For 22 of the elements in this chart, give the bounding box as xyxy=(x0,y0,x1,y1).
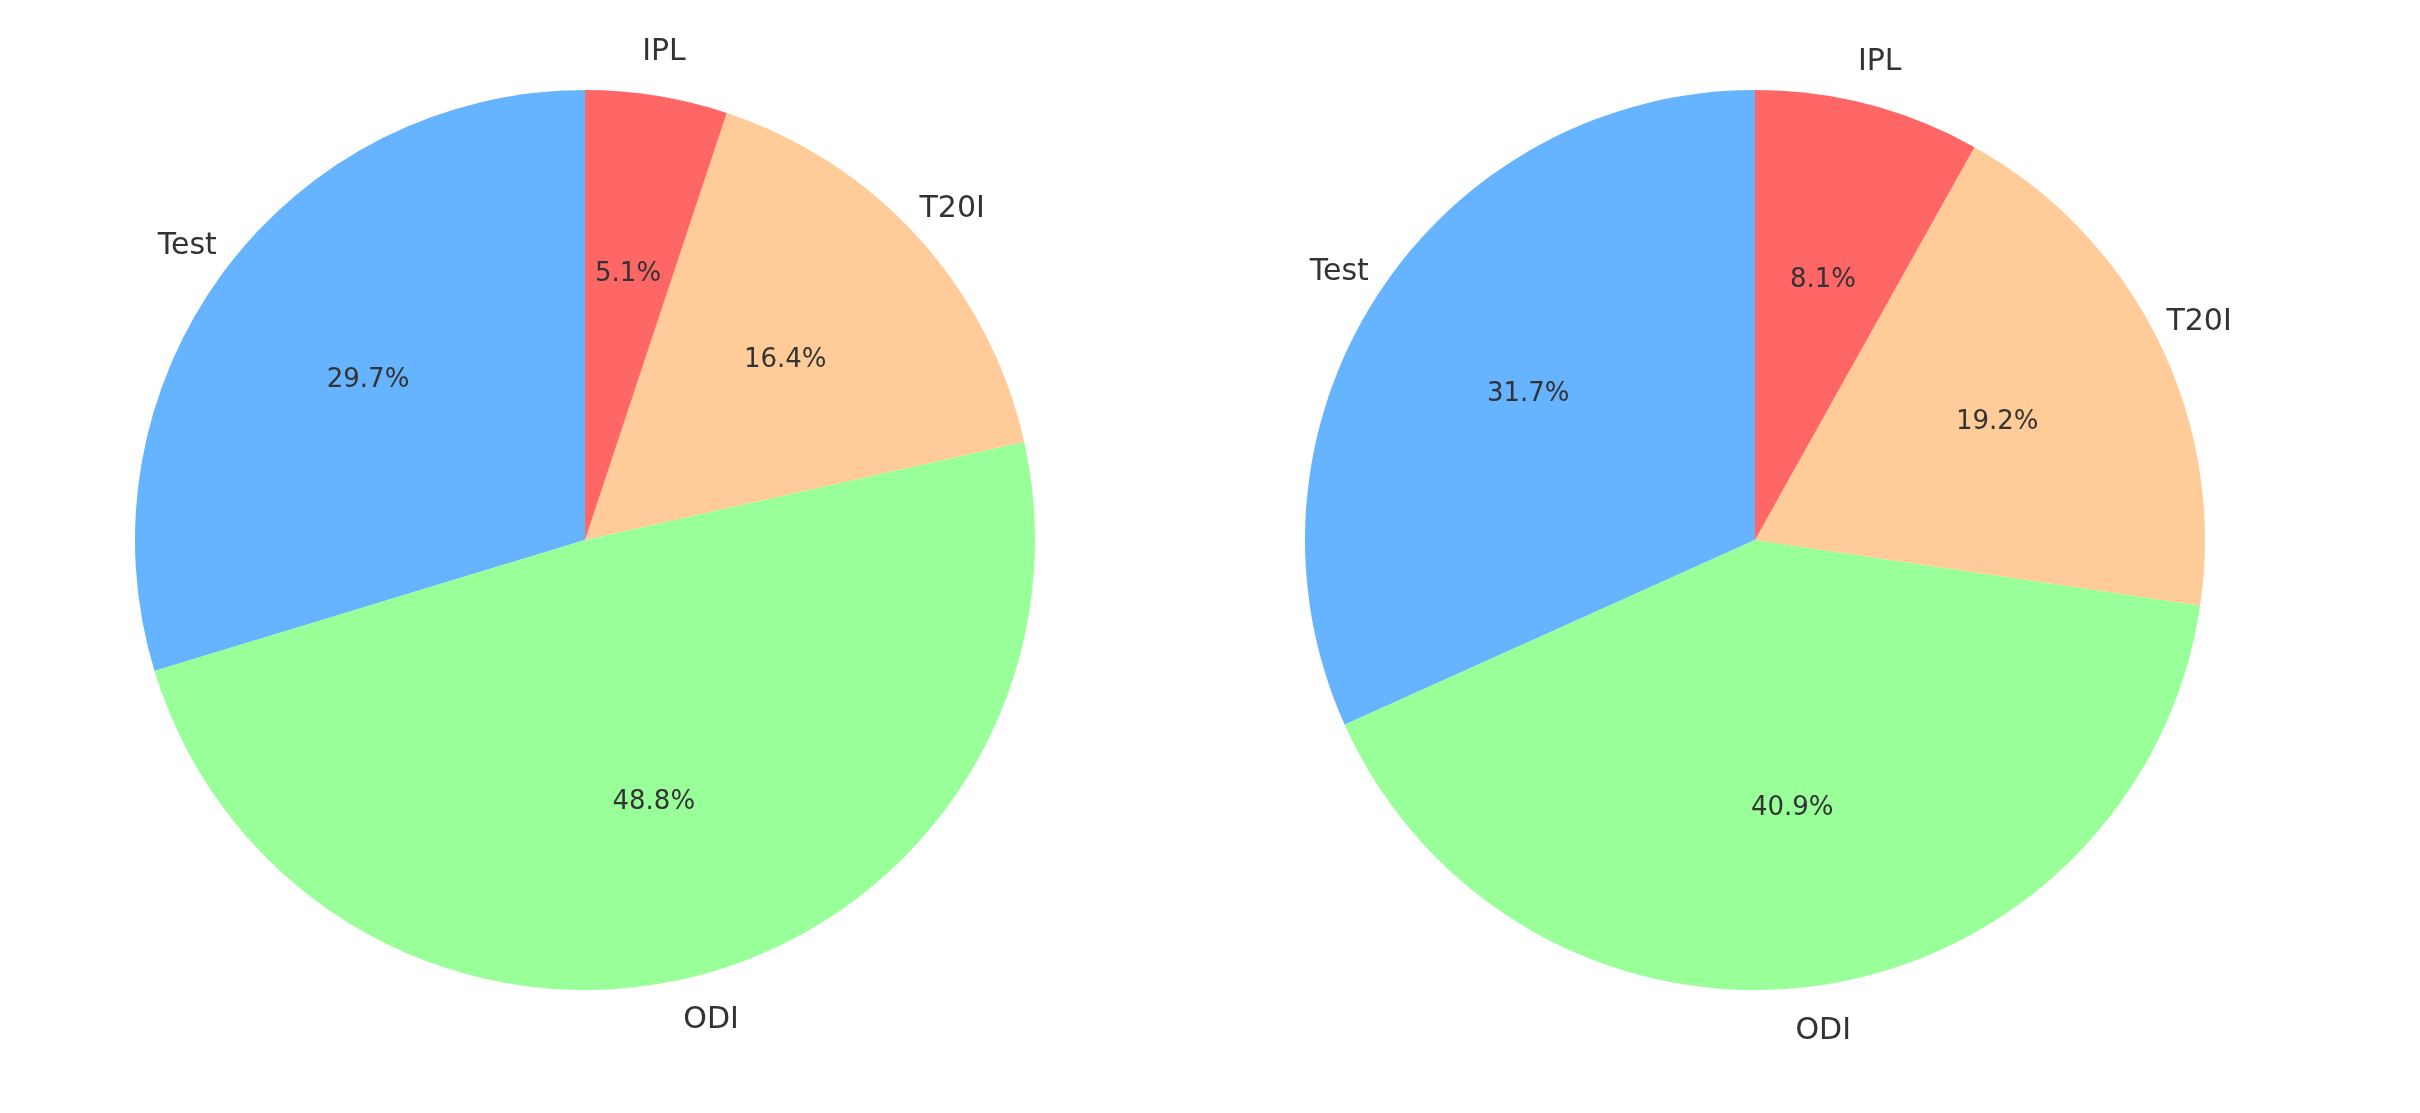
pie-slice xyxy=(585,112,1025,540)
slice-label: Test xyxy=(1308,252,1370,288)
data-label: 5.1% xyxy=(595,257,662,288)
slice-label: T20I xyxy=(2165,302,2232,338)
data-label: 8.1% xyxy=(1790,262,1857,293)
pie-slice xyxy=(1305,90,1755,725)
slice-label: ODI xyxy=(683,999,739,1035)
pie-slice xyxy=(585,90,727,540)
data-label: 48.8% xyxy=(612,785,696,816)
data-label: 31.7% xyxy=(1486,377,1570,408)
data-label: 19.2% xyxy=(1955,404,2039,435)
data-label: 29.7% xyxy=(326,363,410,394)
slice-label: IPL xyxy=(1857,41,1902,77)
data-label: 40.9% xyxy=(1750,791,1834,822)
slice-label: IPL xyxy=(642,32,687,68)
slice-label: T20I xyxy=(918,189,985,225)
data-label: 16.4% xyxy=(743,342,827,373)
pie-slice xyxy=(154,441,1035,990)
slice-label: ODI xyxy=(1795,1011,1852,1047)
slice-label: Test xyxy=(156,226,218,262)
pie-slice xyxy=(1344,540,2201,990)
pie-slice xyxy=(135,90,585,671)
